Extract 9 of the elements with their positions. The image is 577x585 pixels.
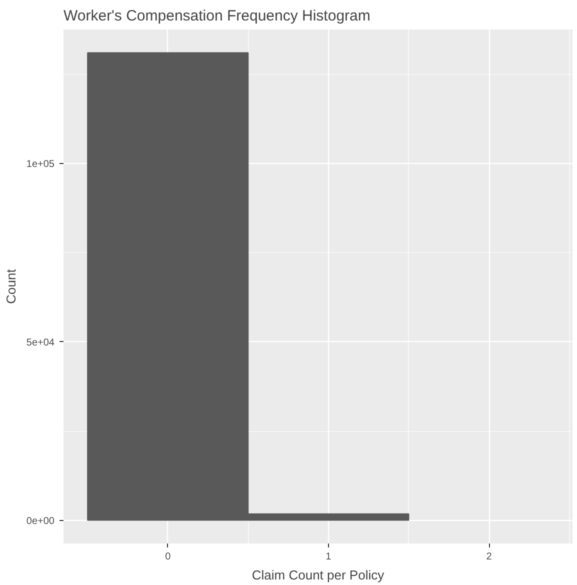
chart-title: Worker's Compensation Frequency Histogram <box>64 8 370 24</box>
y-tick-label: 1e+05 <box>26 158 55 170</box>
x-tick-label: 2 <box>486 552 492 562</box>
y-tick-label: 5e+04 <box>26 337 55 348</box>
x-tick-label: 0 <box>165 552 172 562</box>
x-tick-label: 1 <box>326 552 332 562</box>
x-axis-title: Claim Count per Policy <box>252 568 385 582</box>
y-axis-title: Count <box>3 268 18 304</box>
y-tick-label: 0e+00 <box>26 516 55 527</box>
